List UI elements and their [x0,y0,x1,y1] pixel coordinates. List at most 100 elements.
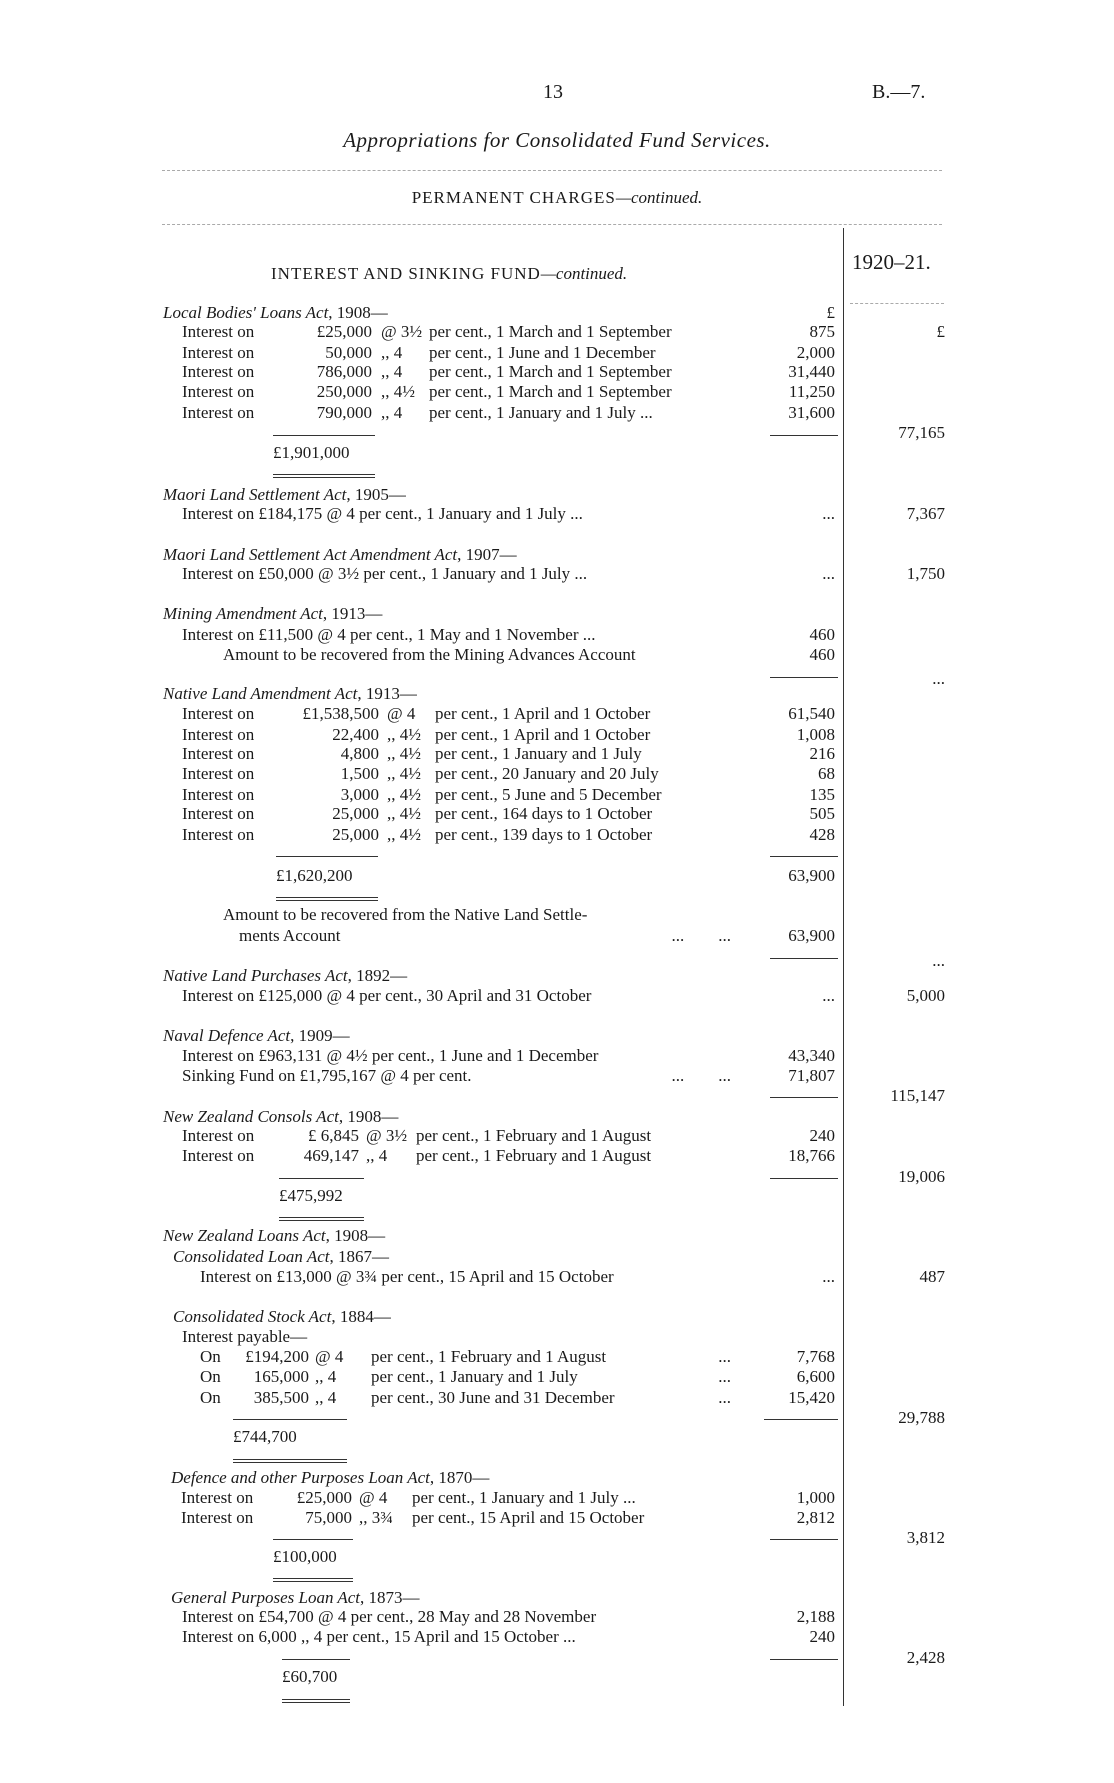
item-rate: ,, 4½ [387,744,421,763]
item-rate: ,, 4 [381,343,403,362]
act-year: , 1884— [331,1307,391,1326]
amount: 71,807 [788,1066,835,1085]
amount: 6,600 [796,1367,835,1386]
amount: 460 [809,625,836,644]
item-rate: ,, 4 [366,1146,388,1165]
act-heading: Naval Defence Act, 1909— [163,1026,350,1046]
act-heading: New Zealand Loans Act, 1908— [163,1226,385,1246]
item-rate: ,, 4½ [387,825,421,844]
page-title: Appropriations for Consolidated Fund Ser… [343,128,771,152]
amount: 216 [809,744,836,763]
act-heading: New Zealand Consols Act, 1908— [163,1107,398,1127]
year-total: £ [936,322,946,341]
amount: 2,188 [796,1607,835,1626]
year-total: 1,750 [906,564,945,583]
principal-subtotal: £744,700 [233,1427,297,1446]
item-terms: per cent., 1 April and 1 October [435,704,651,723]
principal-subtotal: £60,700 [282,1667,338,1686]
item-label: Interest on [182,403,255,422]
year-total: 19,006 [898,1167,945,1186]
item-principal: 22,400 [332,725,379,744]
principal-subtotal: £1,620,200 [276,866,353,885]
act-year: , 1908— [325,1226,386,1245]
item-label: Interest on [182,1146,255,1165]
act-title: Defence and other Purposes Loan Act [171,1468,430,1487]
year-total: 2,428 [906,1648,945,1667]
double-rule [279,1217,364,1221]
leader-dots: ... [718,1367,731,1386]
item-text: Interest on £13,000 @ 3¾ per cent., 15 A… [200,1267,614,1286]
rule-line [770,435,838,436]
principal-subtotal: £475,992 [279,1186,343,1205]
item-terms: per cent., 1 January and 1 July ... [412,1488,636,1507]
item-principal: £25,000 [316,322,372,341]
item-text: Sinking Fund on £1,795,167 @ 4 per cent. [182,1066,472,1085]
act-title: Mining Amendment Act [163,604,323,623]
item-terms: per cent., 1 January and 1 July [435,744,642,763]
title-divider [162,170,942,171]
act-year: , 1909— [290,1026,350,1045]
act-heading: Local Bodies' Loans Act, 1908— [163,303,388,323]
item-label: Interest on [182,804,255,823]
item-principal: 25,000 [332,825,379,844]
amount: 505 [809,804,836,823]
act-heading: Maori Land Settlement Act Amendment Act,… [163,545,517,565]
item-rate: @ 4 [359,1488,388,1507]
year-total: ... [932,951,945,970]
rule-line [770,1178,838,1179]
leader-dots: ... ... [671,926,732,945]
section-heading-text: INTEREST AND SINKING FUND [271,264,541,283]
act-heading: Native Land Purchases Act, 1892— [163,966,407,986]
amount: 15,420 [788,1388,835,1407]
item-rate: ,, 3¾ [359,1508,393,1527]
act-year: , 1870— [429,1468,490,1487]
amount: 2,812 [796,1508,835,1527]
item-label: Interest on [182,362,255,381]
rule-line [770,1539,838,1540]
item-label: Interest on [182,744,255,763]
amount: 63,900 [788,926,835,945]
item-label: Interest on [182,1126,255,1145]
act-year: , 1905— [346,485,406,504]
item-terms: per cent., 1 April and 1 October [435,725,651,744]
item-principal: 75,000 [305,1508,352,1527]
item-text: Interest on £184,175 @ 4 per cent., 1 Ja… [182,504,583,523]
year-total: 487 [919,1267,946,1286]
section-heading: INTEREST AND SINKING FUND—continued. [271,264,627,284]
act-year: , 1908— [328,303,388,322]
rule-line [273,1539,353,1540]
item-text: Interest on 6,000 ,, 4 per cent., 15 Apr… [182,1627,576,1646]
item-terms: per cent., 139 days to 1 October [435,825,653,844]
leader-dots: ... [718,1388,731,1407]
item-terms: per cent., 1 January and 1 July ... [429,403,653,422]
document-reference: B.—7. [872,81,926,103]
item-rate: @ 3½ [381,322,423,341]
act-heading: Maori Land Settlement Act, 1905— [163,485,406,505]
rule-line [770,1097,838,1098]
item-principal: 1,500 [340,764,379,783]
amount: 7,768 [796,1347,835,1366]
item-rate: ,, 4 [315,1388,337,1407]
item-terms: per cent., 30 June and 31 December [371,1388,615,1407]
act-year: , 1907— [457,545,517,564]
act-title: Naval Defence Act [163,1026,291,1045]
amount: ... [822,1267,835,1286]
amount: 18,766 [788,1146,835,1165]
amount: 1,008 [796,725,835,744]
double-rule [273,474,375,478]
act-title: General Purposes Loan Act [171,1588,361,1607]
item-text: Amount to be recovered from the Native L… [223,905,588,924]
act-title: Local Bodies' Loans Act [163,303,329,322]
subtitle-suffix: —continued. [615,188,703,207]
act-year: , 1913— [357,684,417,703]
rule-line [282,1659,350,1660]
item-principal: 3,000 [340,785,379,804]
item-terms: per cent., 20 January and 20 July [435,764,659,783]
rule-line [273,435,375,436]
item-text: Interest on £54,700 @ 4 per cent., 28 Ma… [182,1607,597,1626]
subtitle-text: PERMANENT CHARGES [411,188,616,207]
item-text: Interest payable— [182,1327,308,1346]
rule-line [276,856,378,857]
item-text: Interest on £125,000 @ 4 per cent., 30 A… [182,986,592,1005]
rule-line [764,1419,838,1420]
